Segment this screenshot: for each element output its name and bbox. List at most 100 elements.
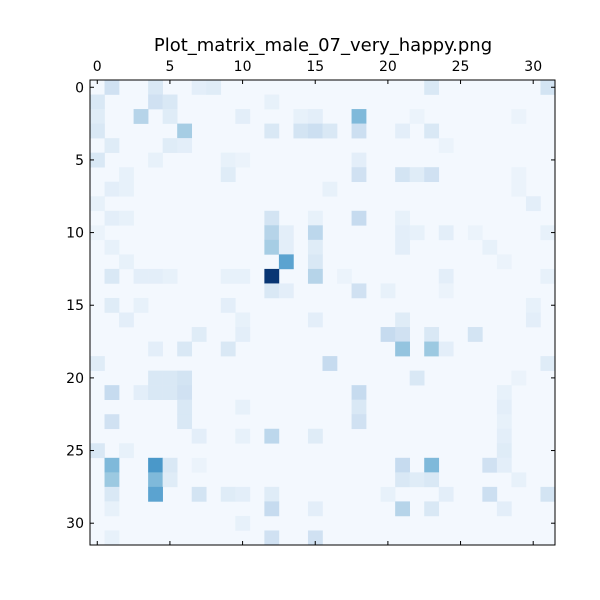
heatmap-cell	[119, 167, 134, 183]
heatmap-cell	[148, 94, 163, 110]
heatmap-cell	[162, 370, 178, 386]
heatmap-cell	[322, 356, 338, 371]
heatmap-cell	[395, 239, 410, 255]
heatmap-cell	[235, 152, 251, 168]
y-tick-label: 15	[66, 298, 84, 314]
heatmap-cell	[278, 225, 294, 241]
heatmap-cell	[424, 123, 440, 139]
heatmap-cell	[264, 428, 280, 444]
heatmap-cell	[220, 341, 236, 357]
heatmap-cell	[104, 138, 120, 153]
heatmap-cell	[104, 472, 120, 488]
heatmap-cell	[119, 181, 134, 197]
heatmap-cell	[220, 268, 236, 284]
heatmap-cell	[177, 399, 193, 415]
heatmap-cell	[104, 486, 120, 502]
heatmap-cell	[438, 283, 454, 299]
heatmap-cell	[162, 268, 178, 284]
heatmap-cell	[148, 152, 163, 168]
x-tick-label: 30	[524, 59, 542, 75]
heatmap-cell	[177, 341, 193, 357]
heatmap-cell	[90, 443, 105, 459]
heatmap-cell	[424, 327, 440, 342]
heatmap-cell	[177, 138, 193, 153]
x-tick-label: 10	[234, 59, 252, 75]
heatmap-cell	[235, 327, 251, 342]
heatmap-cell	[264, 501, 280, 517]
heatmap-cell	[395, 327, 410, 342]
heatmap-cell	[438, 268, 454, 284]
heatmap-cell	[395, 312, 410, 328]
heatmap-cell	[191, 457, 207, 473]
heatmap-cell	[307, 268, 323, 284]
heatmap-cell	[148, 486, 163, 502]
heatmap-cell	[162, 472, 178, 488]
heatmap-cell	[540, 80, 556, 95]
heatmap-cell	[467, 327, 483, 342]
heatmap-cell	[322, 181, 338, 197]
y-tick-label: 0	[75, 80, 84, 96]
plot-frame	[89, 79, 556, 546]
heatmap-cell	[133, 268, 149, 284]
heatmap-cell	[206, 80, 222, 95]
heatmap-cell	[307, 501, 323, 517]
heatmap-cell	[90, 356, 105, 371]
heatmap-cell	[322, 123, 338, 139]
heatmap-cell	[90, 123, 105, 139]
heatmap-cell	[104, 181, 120, 197]
heatmap-cell	[90, 152, 105, 168]
heatmap-cell	[90, 94, 105, 110]
heatmap-cell	[119, 210, 134, 226]
heatmap-cell	[482, 486, 498, 502]
heatmap-cell	[409, 109, 425, 124]
heatmap-cell	[351, 152, 367, 168]
heatmap-cell	[351, 283, 367, 299]
heatmap-cell	[438, 341, 454, 357]
heatmap-cell	[162, 385, 178, 400]
heatmap-cell	[90, 196, 105, 212]
heatmap-cell	[148, 268, 163, 284]
heatmap-cell	[351, 167, 367, 183]
heatmap-cell	[424, 341, 440, 357]
heatmap-cell	[235, 312, 251, 328]
heatmap-cell	[540, 268, 556, 284]
heatmap-cell	[177, 123, 193, 139]
x-tick-label: 0	[93, 59, 102, 75]
x-tick-label: 15	[306, 59, 324, 75]
x-tick-label: 25	[452, 59, 470, 75]
heatmap-cell	[395, 225, 410, 241]
heatmap-cell	[307, 239, 323, 255]
heatmap-cell	[148, 341, 163, 357]
heatmap-cell	[235, 399, 251, 415]
heatmap-cell	[235, 109, 251, 124]
heatmap-cell	[482, 457, 498, 473]
heatmap-cell	[104, 414, 120, 430]
heatmap-cell	[119, 312, 134, 328]
heatmap-cell	[119, 443, 134, 459]
axis-ticks: 0 5 10 15 20 25 30 0 5 10 15 20 25 30	[66, 59, 555, 545]
heatmap-cell	[351, 210, 367, 226]
heatmap-cell	[482, 239, 498, 255]
heatmap-cell	[177, 385, 193, 400]
heatmap-cell	[424, 457, 440, 473]
heatmap-cell	[293, 123, 309, 139]
heatmap-cell	[264, 530, 280, 546]
heatmap-cell	[278, 239, 294, 255]
heatmap-cell	[511, 109, 527, 124]
heatmap-cell	[104, 80, 120, 95]
heatmap-cell	[351, 385, 367, 400]
heatmap-cell	[264, 486, 280, 502]
heatmap-cell	[104, 268, 120, 284]
heatmap-cell	[278, 254, 294, 270]
heatmap-cell	[104, 385, 120, 400]
heatmap-cell	[307, 109, 323, 124]
heatmap-cell	[496, 443, 512, 459]
x-tick-label: 20	[379, 59, 397, 75]
heatmap-cell	[511, 167, 527, 183]
heatmap-cell	[162, 138, 178, 153]
heatmap-cell	[395, 123, 410, 139]
heatmap-cell	[496, 385, 512, 400]
heatmap-cell	[496, 254, 512, 270]
heatmap-cell	[162, 94, 178, 110]
